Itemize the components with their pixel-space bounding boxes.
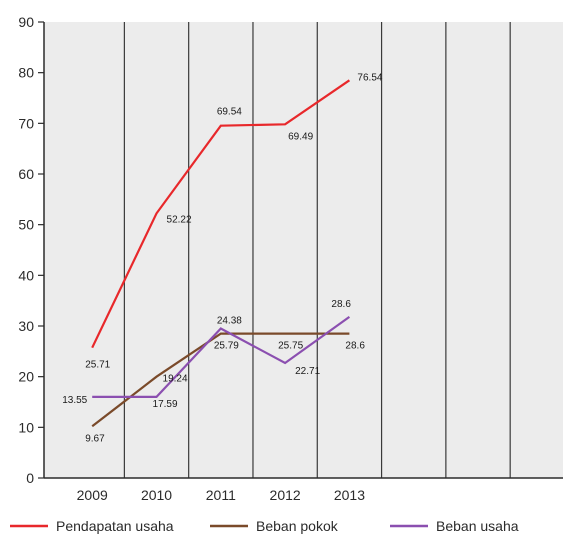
data-label: 24.38 [217, 316, 242, 327]
y-tick-label: 70 [18, 115, 34, 131]
x-tick-label: 2012 [270, 487, 301, 503]
y-tick-label: 80 [18, 65, 34, 81]
data-label: 76.54 [357, 72, 382, 83]
x-tick-label: 2013 [334, 487, 365, 503]
data-label: 28.6 [331, 299, 351, 310]
y-tick-label: 90 [18, 14, 34, 30]
data-labels: 25.71 52.22 69.54 69.49 76.54 9.67 19.24 25.79 2… [62, 72, 383, 444]
data-label: 19.24 [163, 374, 188, 385]
data-label: 25.79 [214, 341, 239, 352]
legend-label: Pendapatan usaha [56, 518, 174, 534]
data-label: 25.71 [85, 360, 110, 371]
series-line-3 [92, 316, 351, 398]
series-line-2 [91, 332, 350, 428]
plot-background [44, 22, 563, 478]
y-tick-label: 20 [18, 369, 34, 385]
y-tick-label: 40 [18, 267, 34, 283]
y-tick-labels: 0 10 20 30 40 50 60 70 80 90 [18, 14, 44, 486]
data-label: 69.49 [288, 131, 313, 142]
y-tick-label: 30 [18, 318, 34, 334]
legend-label: Beban usaha [436, 518, 519, 534]
x-tick-label: 2011 [206, 487, 236, 503]
data-label: 13.55 [62, 395, 87, 406]
x-tick-label: 2009 [77, 487, 108, 503]
grid-lines [123, 22, 511, 478]
y-tick-label: 60 [18, 166, 34, 182]
legend-label: Beban pokok [256, 518, 339, 534]
data-label: 28.6 [345, 341, 365, 352]
data-label: 25.75 [278, 341, 303, 352]
data-label: 17.59 [153, 399, 178, 410]
y-tick-label: 10 [18, 419, 34, 435]
x-tick-label: 2010 [141, 487, 172, 503]
series-line-1 [91, 79, 351, 349]
legend: Pendapatan usaha Beban pokok Beban usaha [10, 518, 519, 534]
series-lines [91, 79, 351, 428]
data-label: 52.22 [167, 214, 192, 225]
y-tick-label: 0 [26, 470, 34, 486]
axes [43, 22, 563, 479]
plot-area [44, 22, 563, 478]
y-tick-label: 50 [18, 217, 34, 233]
x-tick-labels: 2009 2010 2011 2012 2013 [77, 487, 366, 503]
data-label: 22.71 [295, 366, 320, 377]
data-label: 69.54 [217, 107, 242, 118]
data-label: 9.67 [85, 433, 105, 444]
